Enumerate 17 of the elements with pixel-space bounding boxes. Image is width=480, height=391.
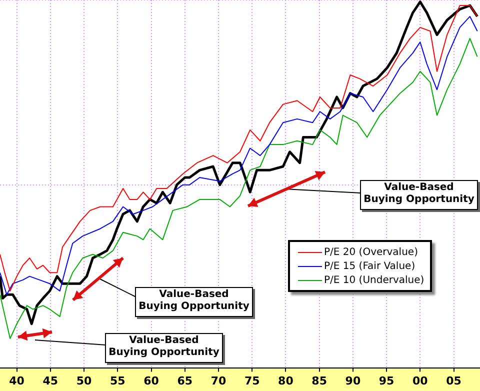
x-tick-label: 85 xyxy=(312,374,327,388)
x-tick-label: 70 xyxy=(210,374,226,388)
x-tick-label: 95 xyxy=(378,374,394,388)
x-tick-label: 75 xyxy=(244,374,260,388)
x-tick-label: 50 xyxy=(76,374,92,388)
x-tick-label: 40 xyxy=(9,374,25,388)
x-tick-label: 45 xyxy=(42,374,58,388)
legend-label: P/E 15 (Fair Value) xyxy=(324,260,416,272)
legend-label: P/E 10 (Undervalue) xyxy=(324,274,424,286)
x-tick-label: 65 xyxy=(177,374,193,388)
x-tick-label: 60 xyxy=(144,374,160,388)
legend-label: P/E 20 (Overvalue) xyxy=(324,246,418,258)
x-tick-label: 00 xyxy=(412,374,428,388)
x-tick-label: 90 xyxy=(345,374,361,388)
x-tick-label: 05 xyxy=(446,374,462,388)
x-tick-label: 55 xyxy=(110,374,126,388)
x-tick-label: 80 xyxy=(278,374,294,388)
